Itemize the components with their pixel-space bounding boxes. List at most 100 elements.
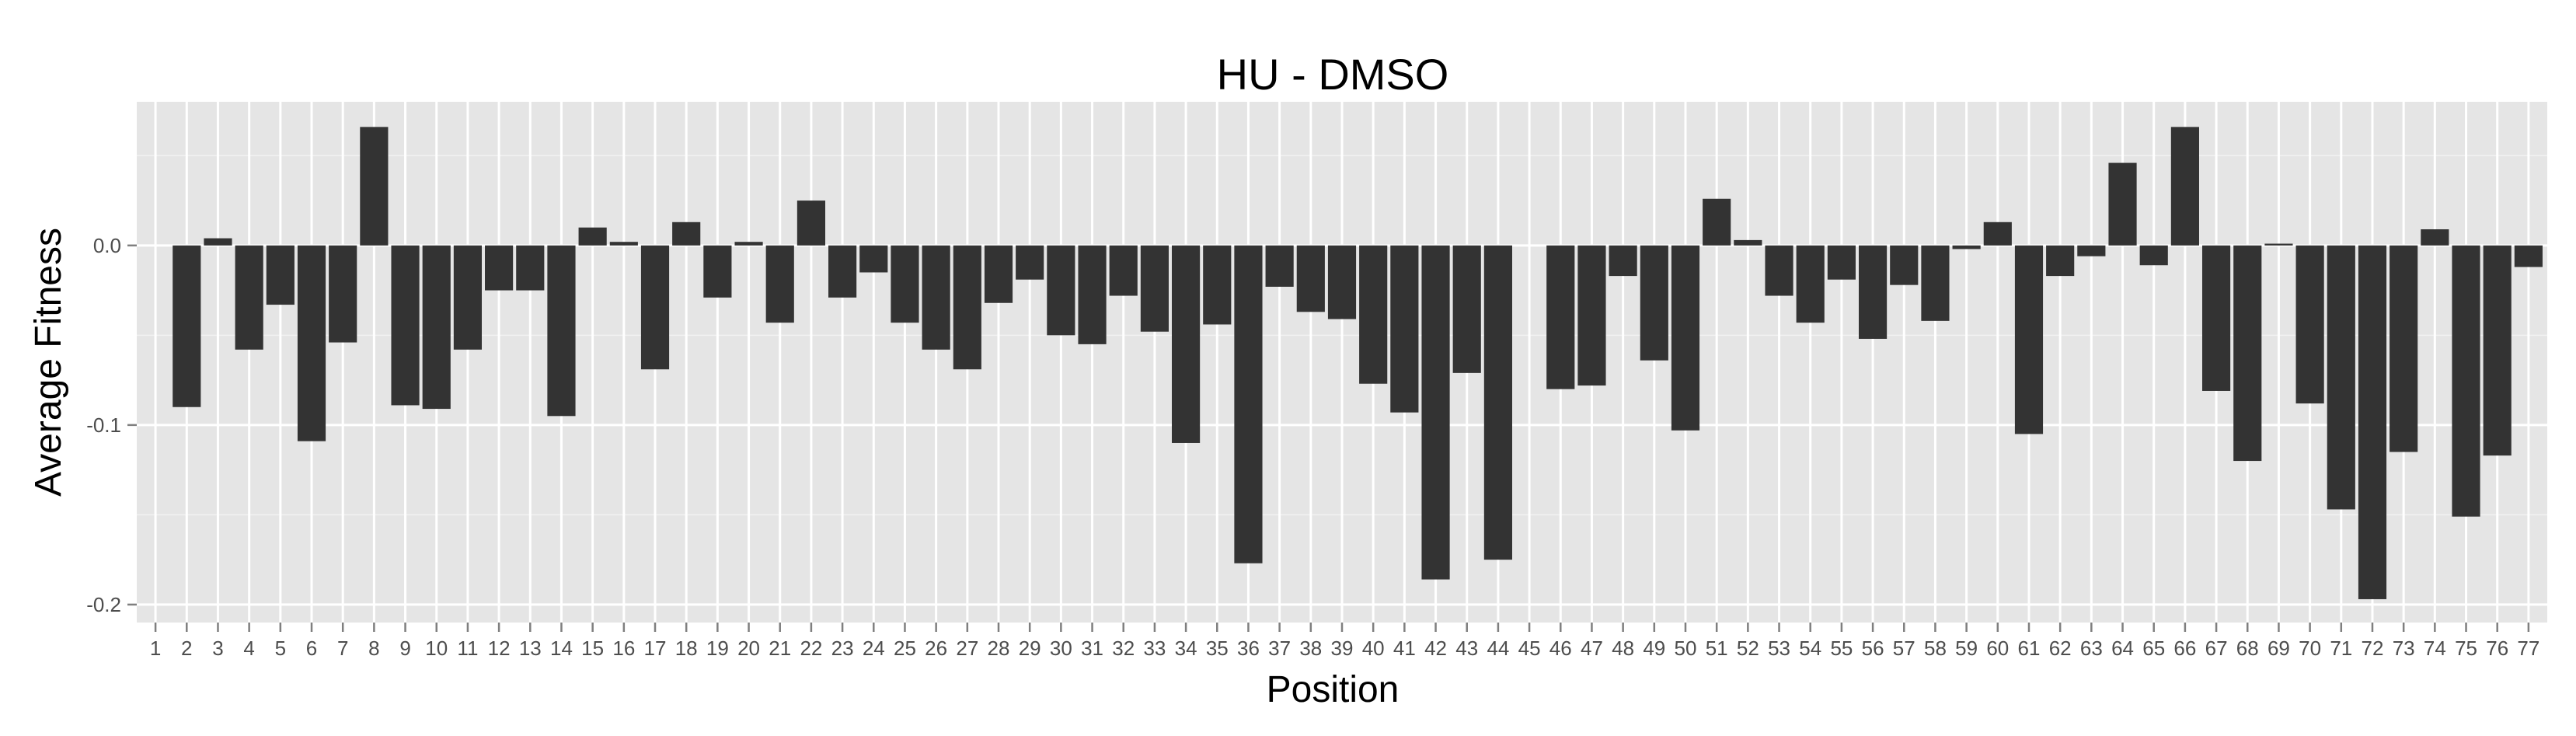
bar-39 [1327, 245, 1357, 319]
x-tick-label: 61 [2018, 637, 2041, 660]
bar-14 [547, 245, 576, 417]
x-tick-label: 28 [988, 637, 1010, 660]
x-tick-label: 71 [2330, 637, 2352, 660]
bar-36 [1234, 245, 1263, 563]
bar-76 [2483, 245, 2512, 456]
x-tick-label: 70 [2299, 637, 2321, 660]
bar-35 [1203, 245, 1232, 325]
x-tick-label: 33 [1143, 637, 1166, 660]
bar-30 [1047, 245, 1075, 336]
x-tick-label: 58 [1924, 637, 1947, 660]
x-axis-title: Position [1267, 669, 1400, 710]
bar-2 [173, 245, 201, 407]
x-tick-label: 2 [181, 637, 192, 660]
x-tick-label: 29 [1019, 637, 1041, 660]
y-tick-label: -0.2 [86, 593, 121, 616]
x-tick-label: 77 [2517, 637, 2539, 660]
bar-16 [609, 242, 638, 246]
x-tick-label: 30 [1050, 637, 1072, 660]
x-tick-label: 3 [212, 637, 223, 660]
bar-60 [1983, 221, 2012, 246]
x-tick-label: 6 [306, 637, 317, 660]
bar-22 [797, 201, 825, 246]
x-tick-label: 42 [1424, 637, 1447, 660]
x-tick-label: 18 [675, 637, 698, 660]
x-tick-label: 19 [706, 637, 729, 660]
bar-72 [2358, 245, 2387, 599]
x-tick-label: 53 [1768, 637, 1790, 660]
x-tick-label: 75 [2455, 637, 2477, 660]
bar-38 [1296, 245, 1325, 312]
bar-70 [2295, 245, 2324, 404]
bar-33 [1140, 245, 1169, 332]
bar-27 [953, 245, 981, 370]
bar-21 [765, 245, 794, 323]
x-tick-label: 55 [1830, 637, 1853, 660]
bar-40 [1359, 245, 1388, 384]
bar-4 [235, 245, 263, 350]
bar-66 [2170, 127, 2199, 246]
bar-54 [1796, 245, 1825, 323]
bar-65 [2139, 245, 2168, 266]
x-tick-label: 27 [956, 637, 978, 660]
bar-55 [1827, 245, 1856, 280]
bar-26 [922, 245, 950, 350]
x-axis-ticks: 1 2 3 4 5 6 7 8 9 10 11 12 13 14 15 16 17 18 19 20 21 22 23 24 2… [150, 623, 2539, 660]
bar-74 [2421, 229, 2449, 246]
bar-48 [1609, 245, 1637, 277]
bar-19 [703, 245, 732, 298]
bar-52 [1734, 239, 1762, 246]
bar-6 [297, 245, 326, 441]
bar-28 [984, 245, 1013, 303]
x-tick-label: 21 [769, 637, 791, 660]
bar-62 [2046, 245, 2075, 277]
x-tick-label: 47 [1581, 637, 1603, 660]
bar-7 [329, 245, 357, 343]
x-tick-label: 12 [488, 637, 511, 660]
bar-73 [2390, 245, 2418, 452]
bar-12 [485, 245, 514, 291]
bar-77 [2514, 245, 2543, 267]
y-tick-label: 0.0 [93, 234, 121, 257]
x-tick-label: 59 [1955, 637, 1978, 660]
x-tick-label: 68 [2236, 637, 2259, 660]
x-tick-label: 31 [1081, 637, 1103, 660]
x-tick-label: 62 [2049, 637, 2072, 660]
bar-59 [1952, 245, 1981, 249]
bar-17 [640, 245, 670, 370]
x-tick-label: 74 [2424, 637, 2446, 660]
bar-69 [2264, 243, 2293, 246]
x-tick-label: 39 [1331, 637, 1354, 660]
bar-42 [1421, 245, 1450, 580]
x-tick-label: 9 [399, 637, 410, 660]
x-tick-label: 43 [1455, 637, 1478, 660]
x-tick-label: 26 [925, 637, 947, 660]
x-tick-label: 22 [800, 637, 822, 660]
bar-49 [1640, 245, 1668, 361]
y-axis-ticks: -0.2 -0.1 0.0 [86, 234, 137, 616]
x-tick-label: 5 [275, 637, 286, 660]
x-tick-label: 23 [831, 637, 854, 660]
bar-32 [1109, 245, 1138, 296]
bar-63 [2077, 245, 2106, 256]
bar-29 [1016, 245, 1044, 280]
bar-75 [2452, 245, 2480, 517]
bar-47 [1577, 245, 1606, 386]
x-tick-label: 25 [894, 637, 916, 660]
bar-58 [1921, 245, 1950, 321]
x-tick-label: 48 [1612, 637, 1634, 660]
bar-44 [1483, 245, 1512, 560]
bar-8 [360, 127, 389, 246]
x-tick-label: 32 [1112, 637, 1135, 660]
bar-43 [1452, 245, 1481, 373]
x-tick-label: 45 [1518, 637, 1541, 660]
bar-37 [1265, 245, 1294, 287]
bar-13 [516, 245, 545, 291]
x-tick-label: 65 [2142, 637, 2165, 660]
x-tick-label: 24 [863, 637, 885, 660]
x-tick-label: 44 [1487, 637, 1509, 660]
x-tick-label: 67 [2205, 637, 2228, 660]
x-tick-label: 17 [644, 637, 667, 660]
bar-31 [1078, 245, 1107, 344]
x-tick-label: 50 [1675, 637, 1697, 660]
